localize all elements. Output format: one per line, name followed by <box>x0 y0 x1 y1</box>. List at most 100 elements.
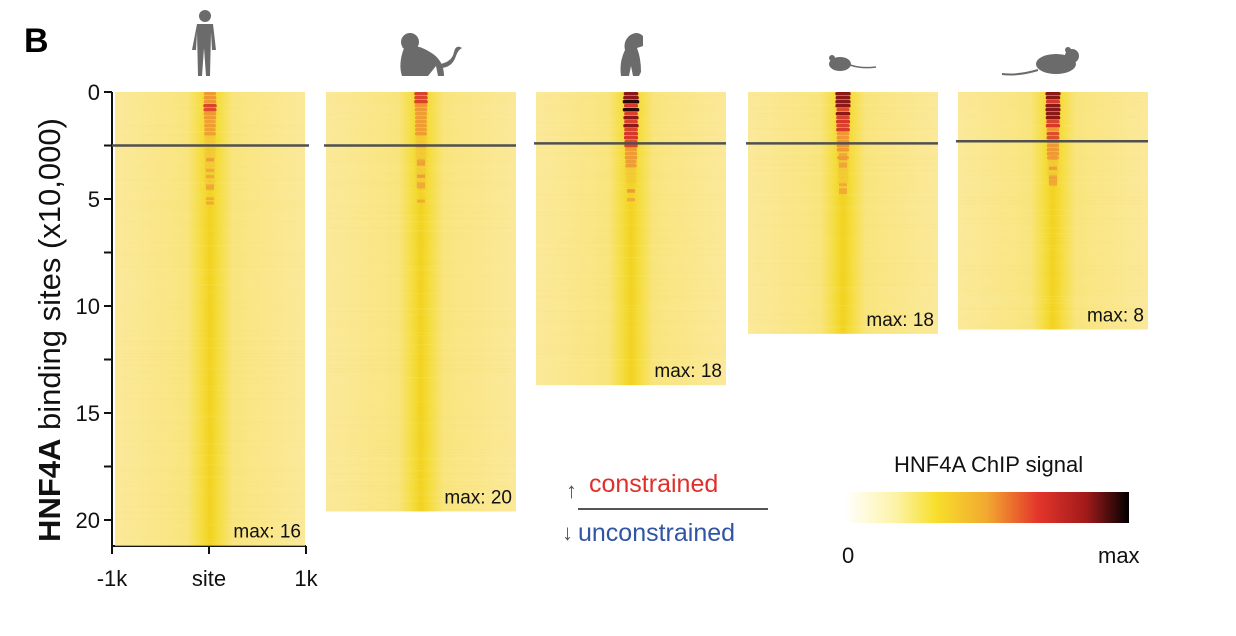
heatmap-row <box>115 248 305 250</box>
heatmap-row <box>958 278 1148 280</box>
heatmap-row <box>326 218 516 220</box>
heatmap-row <box>326 206 516 208</box>
heatmap-row <box>326 374 516 376</box>
heatmap-row <box>748 296 938 298</box>
heatmap-row <box>115 518 305 520</box>
heatmap-row <box>958 290 1148 292</box>
max-label: max: 18 <box>654 361 722 382</box>
heatmap-row <box>326 425 516 427</box>
panel-label: B <box>24 22 49 60</box>
heatmap-row <box>326 191 516 193</box>
x-tick-label: -1k <box>97 566 129 591</box>
heatmap-row <box>115 488 305 490</box>
peak-segment <box>837 168 849 172</box>
peak-segment <box>414 108 428 112</box>
heatmap-row <box>326 341 516 343</box>
heatmap-row <box>115 473 305 475</box>
peak-dot <box>839 183 847 187</box>
peak-segment <box>415 128 427 132</box>
heatmap-row <box>326 224 516 226</box>
heatmap-row <box>115 539 305 541</box>
heatmap-row <box>326 422 516 424</box>
peak-segment <box>1045 104 1061 108</box>
peak-segment <box>1046 144 1060 148</box>
heatmap-row <box>326 416 516 418</box>
unconstrained-label: unconstrained <box>578 519 735 547</box>
heatmap-row <box>115 467 305 469</box>
heatmap-row <box>326 500 516 502</box>
heatmap-row <box>326 410 516 412</box>
heatmap-row <box>536 362 726 364</box>
heatmap-row <box>326 347 516 349</box>
heatmap-row <box>536 293 726 295</box>
heatmap-panel-dog: max: 18 <box>534 92 726 386</box>
peak-dot <box>417 174 425 178</box>
heatmap-row <box>115 329 305 331</box>
heatmap-row <box>536 332 726 334</box>
heatmap-row <box>115 380 305 382</box>
heatmap-row <box>748 326 938 328</box>
heatmap-row <box>958 233 1148 235</box>
heatmap-row <box>958 242 1148 244</box>
peak-segment <box>623 124 639 128</box>
peak-segment <box>203 112 217 116</box>
y-ticks: 0 5 10 15 20 <box>76 80 112 533</box>
peak-dot <box>627 163 635 167</box>
heatmap-row <box>115 350 305 352</box>
heatmap-row <box>326 194 516 196</box>
heatmap-row <box>958 95 1148 97</box>
peak-segment <box>414 104 428 108</box>
heatmap-row <box>115 275 305 277</box>
heatmap-row <box>748 275 938 277</box>
heatmap-row <box>326 449 516 451</box>
peak-segment <box>837 172 849 176</box>
heatmap-row <box>958 260 1148 262</box>
heatmap-row <box>326 452 516 454</box>
peak-segment <box>414 96 428 100</box>
heatmap-row <box>536 209 726 211</box>
heatmap-row <box>115 359 305 361</box>
heatmap-row <box>115 455 305 457</box>
peak-segment <box>625 176 637 180</box>
heatmap-row <box>115 506 305 508</box>
heatmap-row <box>115 236 305 238</box>
heatmap-row <box>326 107 516 109</box>
heatmap-row <box>748 257 938 259</box>
heatmap-panels: max: 16 max: 20 max: 18 max: 18 max: 8 <box>112 92 1148 547</box>
heatmap-row <box>326 440 516 442</box>
heatmap-row <box>326 386 516 388</box>
heatmap-row <box>326 443 516 445</box>
heatmap-row <box>115 365 305 367</box>
heatmap-row <box>326 209 516 211</box>
heatmap-row <box>115 545 305 547</box>
peak-dot <box>839 191 847 195</box>
heatmap-row <box>326 470 516 472</box>
heatmap-row <box>958 197 1148 199</box>
heatmap-row <box>115 326 305 328</box>
peak-segment <box>204 180 216 184</box>
peak-segment <box>203 92 217 96</box>
peak-dot <box>627 189 635 193</box>
heatmap-row <box>115 500 305 502</box>
peak-dot <box>206 197 214 201</box>
heatmap-row <box>748 236 938 238</box>
heatmap-row <box>326 365 516 367</box>
heatmap-row <box>326 119 516 121</box>
heatmap-row <box>326 419 516 421</box>
heatmap-row <box>536 206 726 208</box>
heatmap-row <box>536 281 726 283</box>
heatmap-row <box>326 329 516 331</box>
heatmap-row <box>536 287 726 289</box>
heatmap-row <box>958 275 1148 277</box>
heatmap-row <box>115 404 305 406</box>
heatmap-row <box>748 290 938 292</box>
heatmap-row <box>326 308 516 310</box>
heatmap-row <box>748 131 938 133</box>
heatmap-row <box>115 521 305 523</box>
heatmap-row <box>115 425 305 427</box>
peak-segment <box>1045 124 1061 128</box>
heatmap-row <box>115 533 305 535</box>
heatmap-row <box>326 320 516 322</box>
peak-segment <box>622 100 640 104</box>
peak-segment <box>836 108 850 112</box>
